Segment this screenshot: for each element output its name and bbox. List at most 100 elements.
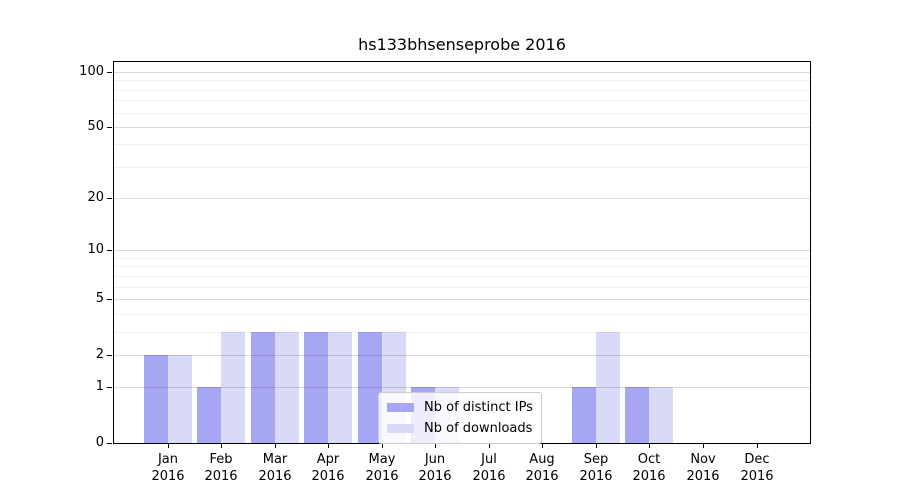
- y-tick-mark: [107, 250, 112, 251]
- gridline-minor: [114, 314, 810, 315]
- y-tick-mark: [107, 72, 112, 73]
- x-tick-label: Jul 2016: [457, 451, 521, 485]
- gridline-minor: [114, 266, 810, 267]
- x-tick-mark: [542, 444, 543, 448]
- legend-label-downloads: Nb of downloads: [424, 421, 533, 436]
- plot-area: [113, 61, 811, 444]
- x-tick-label: Dec 2016: [725, 451, 789, 485]
- grid-layer: [114, 62, 810, 443]
- gridline-major: [114, 72, 810, 73]
- x-tick-month: Aug: [529, 452, 555, 467]
- x-tick-mark: [703, 444, 704, 448]
- y-tick-label: 5: [95, 291, 104, 306]
- x-tick-mark: [221, 444, 222, 448]
- y-tick-mark: [107, 443, 112, 444]
- x-tick-month: Apr: [316, 452, 340, 467]
- x-tick-label: Jan 2016: [136, 451, 200, 485]
- y-tick-label: 50: [87, 119, 104, 134]
- legend: Nb of distinct IPs Nb of downloads: [378, 392, 542, 444]
- bar-downloads-oct: [649, 387, 674, 443]
- y-tick-label: 100: [79, 64, 104, 79]
- gridline-minor: [114, 332, 810, 333]
- y-tick-mark: [107, 198, 112, 199]
- x-tick-label: Jun 2016: [403, 451, 467, 485]
- gridline-major: [114, 299, 810, 300]
- x-tick-year: 2016: [365, 469, 399, 484]
- x-tick-year: 2016: [579, 469, 613, 484]
- gridline-major: [114, 127, 810, 128]
- x-tick-mark: [649, 444, 650, 448]
- x-tick-year: 2016: [686, 469, 720, 484]
- legend-swatch-distinct-ips: [387, 403, 414, 412]
- x-tick-month: Jun: [424, 452, 446, 467]
- x-tick-label: Oct 2016: [617, 451, 681, 485]
- x-tick-month: Dec: [744, 452, 770, 467]
- y-tick-label: 10: [87, 242, 104, 257]
- bar-downloads-mar: [274, 331, 299, 443]
- y-tick-mark: [107, 127, 112, 128]
- x-tick-month: Jan: [157, 452, 179, 467]
- x-tick-label: Feb 2016: [189, 451, 253, 485]
- y-tick-label: 0: [95, 435, 104, 450]
- x-tick-label: Mar 2016: [243, 451, 307, 485]
- x-tick-label: Nov 2016: [671, 451, 735, 485]
- x-tick-year: 2016: [418, 469, 452, 484]
- y-tick-label: 1: [95, 379, 104, 394]
- bar-distinct-ips-may: [357, 331, 382, 443]
- x-tick-year: 2016: [472, 469, 506, 484]
- gridline-minor: [114, 144, 810, 145]
- legend-swatch-downloads: [387, 424, 414, 433]
- gridline-minor: [114, 80, 810, 81]
- x-tick-mark: [757, 444, 758, 448]
- bar-distinct-ips-jan: [143, 354, 168, 443]
- x-tick-mark: [382, 444, 383, 448]
- x-tick-label: Apr 2016: [296, 451, 360, 485]
- y-tick-label: 20: [87, 190, 104, 205]
- x-tick-month: Oct: [637, 452, 661, 467]
- bar-downloads-feb: [221, 331, 246, 443]
- y-tick-mark: [107, 299, 112, 300]
- x-tick-year: 2016: [311, 469, 345, 484]
- x-tick-month: Feb: [209, 452, 233, 467]
- bar-distinct-ips-apr: [304, 331, 329, 443]
- gridline-minor: [114, 258, 810, 259]
- x-tick-mark: [328, 444, 329, 448]
- x-tick-month: May: [368, 452, 396, 467]
- gridline-minor: [114, 167, 810, 168]
- gridline-major: [114, 198, 810, 199]
- chart-title: hs133bhsenseprobe 2016: [358, 35, 566, 54]
- x-tick-year: 2016: [151, 469, 185, 484]
- x-tick-month: Mar: [262, 452, 288, 467]
- x-tick-month: Sep: [583, 452, 609, 467]
- gridline-minor: [114, 276, 810, 277]
- x-tick-year: 2016: [258, 469, 292, 484]
- x-tick-year: 2016: [204, 469, 238, 484]
- x-tick-mark: [435, 444, 436, 448]
- x-tick-year: 2016: [740, 469, 774, 484]
- bar-downloads-jan: [167, 354, 192, 443]
- x-tick-month: Jul: [481, 452, 497, 467]
- legend-item-downloads: Nb of downloads: [387, 420, 533, 437]
- x-tick-label: Aug 2016: [510, 451, 574, 485]
- y-tick-mark: [107, 387, 112, 388]
- bar-downloads-apr: [328, 331, 353, 443]
- x-tick-label: Sep 2016: [564, 451, 628, 485]
- gridline-major: [114, 387, 810, 388]
- legend-item-distinct-ips: Nb of distinct IPs: [387, 399, 533, 416]
- bar-downloads-sep: [595, 331, 620, 443]
- x-tick-label: May 2016: [350, 451, 414, 485]
- x-tick-mark: [275, 444, 276, 448]
- gridline-minor: [114, 90, 810, 91]
- y-tick-label: 2: [95, 347, 104, 362]
- legend-label-distinct-ips: Nb of distinct IPs: [424, 400, 533, 415]
- x-tick-year: 2016: [632, 469, 666, 484]
- y-tick-mark: [107, 355, 112, 356]
- gridline-minor: [114, 113, 810, 114]
- bar-distinct-ips-oct: [625, 387, 650, 443]
- gridline-minor: [114, 100, 810, 101]
- x-tick-mark: [168, 444, 169, 448]
- x-tick-year: 2016: [525, 469, 559, 484]
- gridline-major: [114, 355, 810, 356]
- bar-distinct-ips-feb: [197, 387, 222, 443]
- bar-distinct-ips-mar: [250, 331, 275, 443]
